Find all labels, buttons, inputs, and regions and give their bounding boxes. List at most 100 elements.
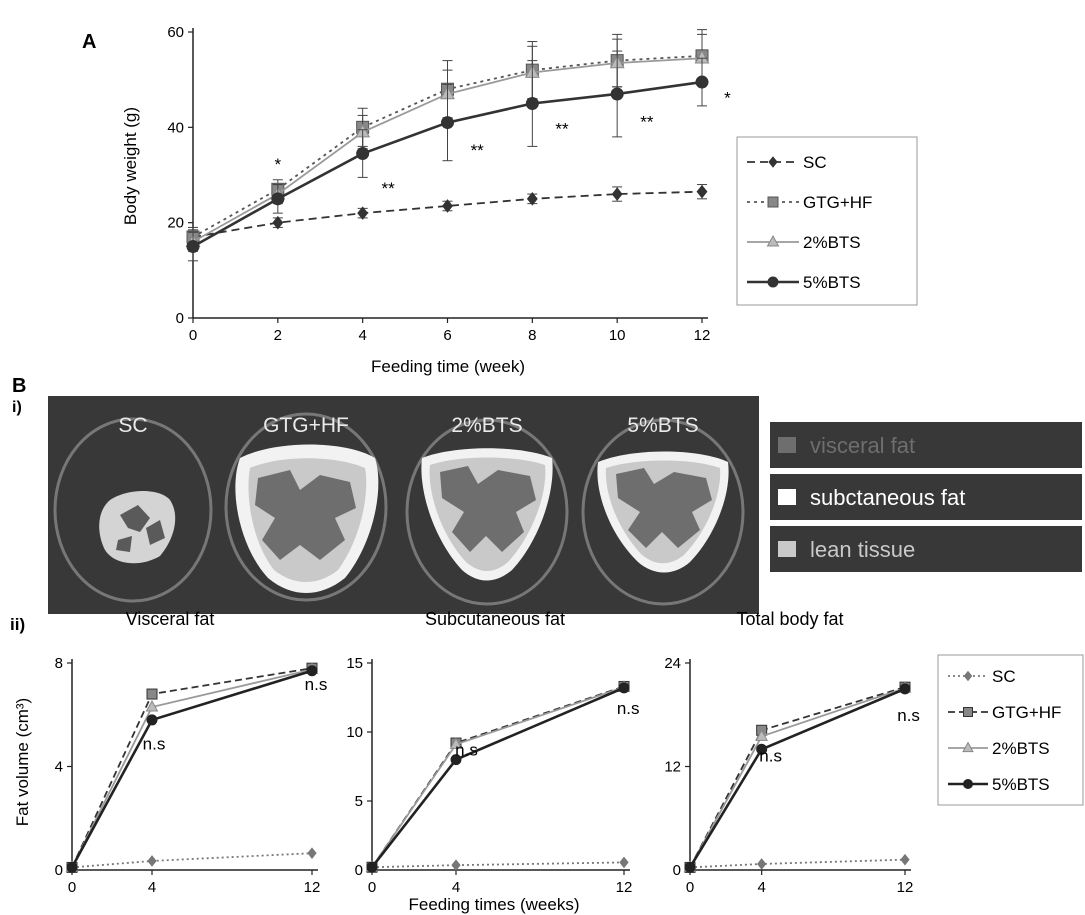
visceral-fat-series-5-bts [66, 665, 318, 873]
total-body-fat-point-sc [757, 858, 767, 870]
total-body-fat-x-tick-label: 4 [757, 879, 765, 896]
body-weight-x-tick-label: 0 [189, 327, 197, 344]
fat-volume-legend: SC GTG+HF 2%BTS 5%BTS [937, 654, 1084, 806]
body-weight-legend-marker-sc [768, 156, 778, 168]
panel-letter-bii: ii) [10, 615, 25, 634]
fat-volume-legend-label-5-bts: 5%BTS [992, 775, 1050, 794]
body-weight-x-axis-label: Feeding time (week) [371, 357, 525, 376]
body-weight-series-sc [187, 184, 708, 245]
fat-volume-legend-label-2-bts: 2%BTS [992, 739, 1050, 758]
visceral-fat-point-5-bts [146, 714, 158, 726]
fat-volume-legend-frame [937, 654, 1084, 806]
subcutaneous-fat-series-2-bts [365, 680, 631, 872]
visceral-fat-series-2-bts [65, 662, 319, 872]
subcutaneous-fat-y-tick-label: 15 [346, 655, 363, 672]
fat-volume-legend-label-sc: SC [992, 667, 1016, 686]
subcutaneous-fat-x-tick-label: 0 [368, 879, 376, 896]
visceral-fat-annotation: n.s [305, 675, 328, 694]
body-weight-annotation: * [724, 89, 731, 108]
total-body-fat-point-2-bts [755, 729, 769, 741]
subcutaneous-fat-annotation: n.s [617, 699, 640, 718]
body-weight-y-axis-label: Body weight (g) [121, 107, 140, 225]
body-weight-point-sc [357, 206, 369, 220]
visceral-fat-series-sc [67, 847, 317, 874]
visceral-fat-y-tick-label: 4 [55, 759, 63, 776]
visceral-fat-chart: 0 4 8 0 4 12 n.s n.s Visceral fat Fat volume (cm³… [13, 609, 327, 896]
body-weight-x-tick-label: 8 [528, 327, 536, 344]
body-weight-point-5-bts [271, 192, 285, 206]
legend-swatch-lean [778, 541, 796, 557]
ct-slice-title-5bts: 5%BTS [627, 414, 698, 437]
legend-label-subcutaneous: subctaneous fat [810, 485, 965, 510]
visceral-fat-y-tick-label: 0 [55, 862, 63, 879]
total-body-fat-chart: 0 12 24 0 4 12 n.s n.s Total body fat [664, 609, 920, 896]
total-body-fat-y-tick-label: 24 [664, 655, 681, 672]
total-body-fat-point-5-bts [756, 743, 768, 755]
body-weight-point-5-bts [610, 87, 624, 101]
subcutaneous-fat-line-gtg-hf [371, 685, 625, 868]
body-weight-point-sc [272, 215, 284, 230]
ct-slice-5bts: 5%BTS [581, 414, 745, 606]
fat-volume-legend-marker-gtg-hf [963, 707, 973, 717]
visceral-fat-line-5-bts [70, 669, 313, 869]
total-body-fat-series-2-bts [683, 680, 912, 872]
body-weight-point-sc [526, 192, 538, 206]
visceral-fat-series-gtg-hf [66, 662, 318, 873]
ct-slice-sc: SC [53, 414, 213, 603]
visceral-fat-line-2-bts [71, 668, 313, 868]
total-body-fat-x-tick-label: 12 [897, 879, 914, 896]
body-weight-legend-marker-5-bts [767, 276, 779, 288]
body-weight-point-5-bts [186, 240, 200, 253]
subcutaneous-fat-point-5-bts [618, 682, 630, 694]
visceral-fat-title: Visceral fat [126, 609, 215, 629]
subcutaneous-fat-point-5-bts [450, 754, 462, 766]
total-body-fat-y-tick-label: 0 [673, 862, 681, 879]
body-weight-annotation: * [275, 155, 282, 174]
body-weight-y-tick-label: 60 [167, 24, 184, 41]
subcutaneous-fat-line-5-bts [370, 686, 625, 869]
visceral-fat-point-5-bts [66, 861, 78, 873]
fat-volume-legend-marker-2-bts [962, 741, 974, 753]
body-weight-x-tick-label: 10 [609, 327, 626, 344]
panel-letter-a: A [82, 31, 96, 53]
panel-letter-bi: i) [12, 399, 22, 416]
ct-slice-title-gtg-hf: GTG+HF [263, 414, 349, 437]
ct-slice-title-2bts: 2%BTS [451, 414, 522, 437]
body-weight-legend-label-gtg-hf: GTG+HF [803, 193, 872, 212]
body-weight-legend-label-5-bts: 5%BTS [803, 273, 861, 292]
visceral-fat-annotation: n.s [143, 735, 166, 754]
total-body-fat-y-tick-label: 12 [664, 759, 681, 776]
subcutaneous-fat-line-2-bts [371, 686, 625, 868]
legend-label-visceral: visceral fat [810, 433, 915, 458]
total-body-fat-x-tick-label: 0 [686, 879, 694, 896]
total-body-fat-point-5-bts [899, 683, 911, 695]
body-weight-annotation: ** [471, 141, 485, 160]
subcutaneous-fat-x-tick-label: 12 [616, 879, 633, 896]
body-weight-point-sc [696, 184, 708, 199]
ct-scan-legend: visceral fat subctaneous fat lean tissue [770, 422, 1082, 572]
fat-volume-legend-marker-5-bts [963, 779, 973, 789]
visceral-fat-point-5-bts [306, 665, 318, 677]
body-weight-point-5-bts [695, 75, 709, 89]
subcutaneous-fat-title: Subcutaneous fat [425, 609, 565, 629]
ct-slice-2bts: 2%BTS [405, 414, 569, 606]
visceral-fat-point-sc [307, 847, 317, 859]
visceral-fat-x-tick-label: 4 [148, 879, 156, 896]
subcutaneous-fat-y-tick-label: 5 [355, 793, 363, 810]
subcutaneous-fat-point-5-bts [366, 861, 378, 873]
fat-volume-legend-marker-sc [963, 670, 973, 682]
subcutaneous-fat-series-5-bts [366, 682, 630, 873]
body-weight-point-sc [442, 199, 453, 213]
body-weight-y-tick-label: 20 [167, 215, 184, 232]
body-weight-y-tick-label: 40 [167, 119, 184, 136]
body-weight-legend-marker-2-bts [766, 234, 780, 247]
ct-slice-gtg-hf: GTG+HF [224, 412, 388, 602]
ct-slice-title-sc: SC [118, 414, 147, 437]
subcutaneous-fat-y-tick-label: 0 [355, 862, 363, 879]
legend-box-subcutaneous [770, 474, 1082, 520]
total-body-fat-line-sc [689, 858, 906, 869]
subcutaneous-fat-x-axis-label: Feeding times (weeks) [408, 895, 579, 914]
total-body-fat-line-2-bts [689, 687, 906, 868]
